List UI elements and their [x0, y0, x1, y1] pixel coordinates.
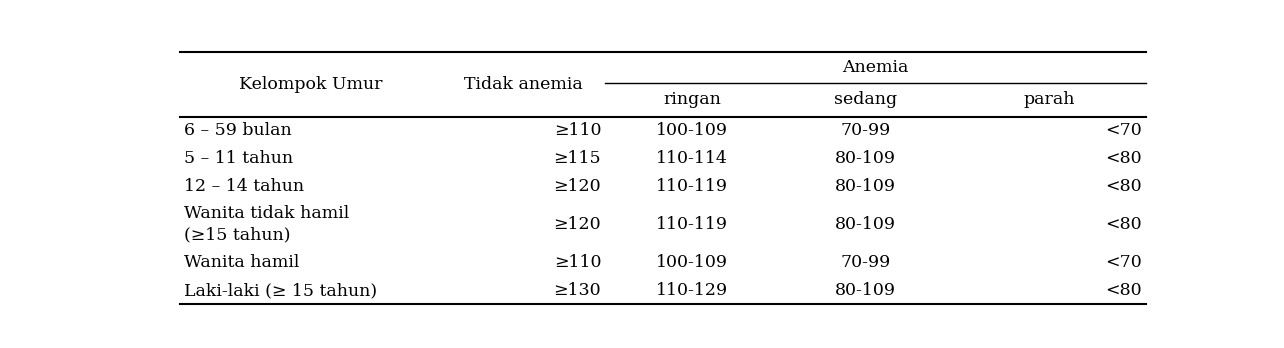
Text: Tidak anemia: Tidak anemia	[464, 76, 583, 93]
Text: 80-109: 80-109	[835, 282, 896, 299]
Text: sedang: sedang	[835, 92, 898, 109]
Text: Laki-laki (≥ 15 tahun): Laki-laki (≥ 15 tahun)	[185, 282, 377, 299]
Text: 100-109: 100-109	[656, 122, 728, 139]
Text: 70-99: 70-99	[841, 254, 891, 271]
Text: 110-129: 110-129	[656, 282, 728, 299]
Text: <80: <80	[1106, 216, 1141, 233]
Text: 6 – 59 bulan: 6 – 59 bulan	[185, 122, 293, 139]
Text: 80-109: 80-109	[835, 178, 896, 195]
Text: ringan: ringan	[663, 92, 720, 109]
Text: <70: <70	[1106, 254, 1141, 271]
Text: ≥130: ≥130	[553, 282, 601, 299]
Text: <80: <80	[1106, 178, 1141, 195]
Text: 12 – 14 tahun: 12 – 14 tahun	[185, 178, 304, 195]
Text: parah: parah	[1023, 92, 1075, 109]
Text: 100-109: 100-109	[656, 254, 728, 271]
Text: 110-119: 110-119	[656, 178, 728, 195]
Text: Wanita hamil: Wanita hamil	[185, 254, 299, 271]
Text: 70-99: 70-99	[841, 122, 891, 139]
Text: 80-109: 80-109	[835, 216, 896, 233]
Text: ≥110: ≥110	[553, 254, 601, 271]
Text: 110-119: 110-119	[656, 216, 728, 233]
Text: <80: <80	[1106, 150, 1141, 167]
Text: 80-109: 80-109	[835, 150, 896, 167]
Text: Anemia: Anemia	[842, 60, 909, 76]
Text: Wanita tidak hamil: Wanita tidak hamil	[185, 205, 349, 222]
Text: <70: <70	[1106, 122, 1141, 139]
Text: ≥120: ≥120	[553, 216, 601, 233]
Text: Kelompok Umur: Kelompok Umur	[239, 76, 383, 93]
Text: 110-114: 110-114	[656, 150, 728, 167]
Text: ≥120: ≥120	[553, 178, 601, 195]
Text: ≥115: ≥115	[553, 150, 601, 167]
Text: 5 – 11 tahun: 5 – 11 tahun	[185, 150, 294, 167]
Text: ≥110: ≥110	[553, 122, 601, 139]
Text: <80: <80	[1106, 282, 1141, 299]
Text: (≥15 tahun): (≥15 tahun)	[185, 227, 291, 244]
